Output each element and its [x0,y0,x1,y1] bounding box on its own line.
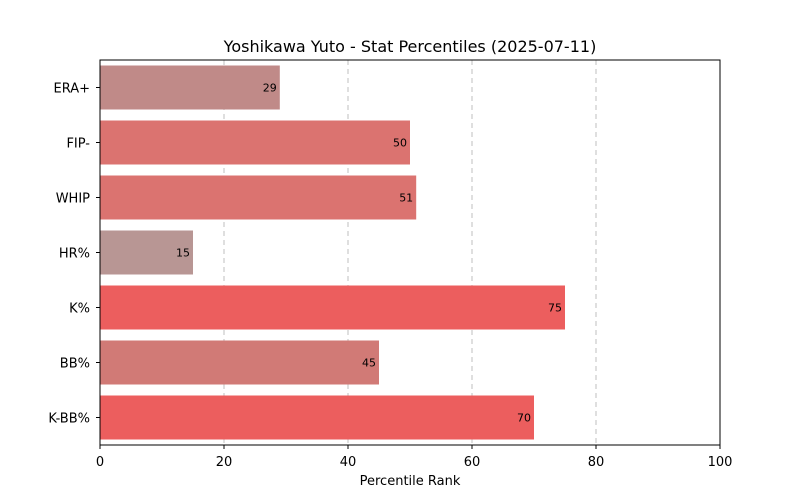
y-tick-label: FIP- [66,137,90,152]
y-tick-label: ERA+ [53,82,90,97]
x-tick-label: 40 [340,455,357,470]
bar-value-label: 75 [548,302,562,315]
x-tick-label: 20 [216,455,233,470]
x-tick-label: 0 [96,455,104,470]
bar [100,340,379,385]
bar [100,230,193,275]
bars: 29 50 51 15 75 45 70 [100,65,565,440]
bar-value-label: 51 [399,192,413,205]
bar-value-label: 70 [517,412,531,425]
bar [100,285,565,330]
x-tick-label: 80 [588,455,605,470]
bar [100,65,280,110]
y-tick-label: K% [69,302,90,317]
y-axis-ticks: ERA+ FIP- WHIP HR% K% BB% K-BB% [48,82,100,427]
x-axis-label: Percentile Rank [360,474,461,489]
y-tick-label: WHIP [56,192,90,207]
x-axis-ticks: 0 20 40 60 80 100 [96,445,733,470]
chart-title: Yoshikawa Yuto - Stat Percentiles (2025-… [223,37,597,56]
y-tick-label: K-BB% [48,412,90,427]
x-tick-label: 60 [464,455,481,470]
x-tick-label: 100 [708,455,733,470]
bar-value-label: 15 [176,247,190,260]
bar [100,395,534,440]
bar-value-label: 50 [393,137,407,150]
bar [100,120,410,165]
bar-value-label: 29 [263,82,277,95]
y-tick-label: HR% [59,247,90,262]
bar-value-label: 45 [362,357,376,370]
bar [100,175,417,220]
y-tick-label: BB% [60,357,90,372]
